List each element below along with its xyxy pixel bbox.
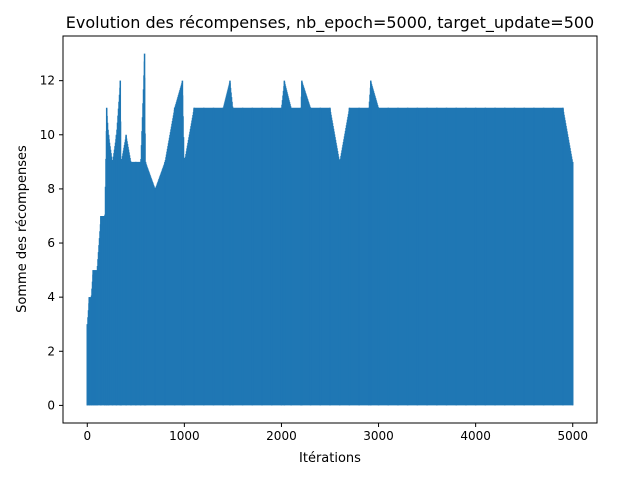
chart-title: Evolution des récompenses, nb_epoch=5000… [66,13,594,33]
x-axis-label: Itérations [299,451,361,466]
axis-layer: 0 1000 2000 3000 4000 5000 0 2 4 6 8 10 12 [40,74,588,443]
x-tick-label: 3000 [363,429,394,443]
y-tick-label: 2 [47,344,55,358]
x-tick-label: 1000 [169,429,200,443]
x-tick-label: 4000 [460,429,491,443]
y-tick-label: 12 [40,74,55,88]
plot-frame [62,35,598,424]
y-tick-label: 10 [40,128,55,142]
x-tick-label: 0 [83,429,91,443]
series-layer [86,53,574,406]
y-tick-label: 6 [47,236,55,250]
x-tick-label: 5000 [557,429,588,443]
y-tick-label: 4 [47,290,55,304]
y-tick-label: 0 [47,398,55,412]
x-tick-label: 2000 [266,429,297,443]
y-tick-label: 8 [47,182,55,196]
y-axis-label: Somme des récompenses [15,145,30,313]
